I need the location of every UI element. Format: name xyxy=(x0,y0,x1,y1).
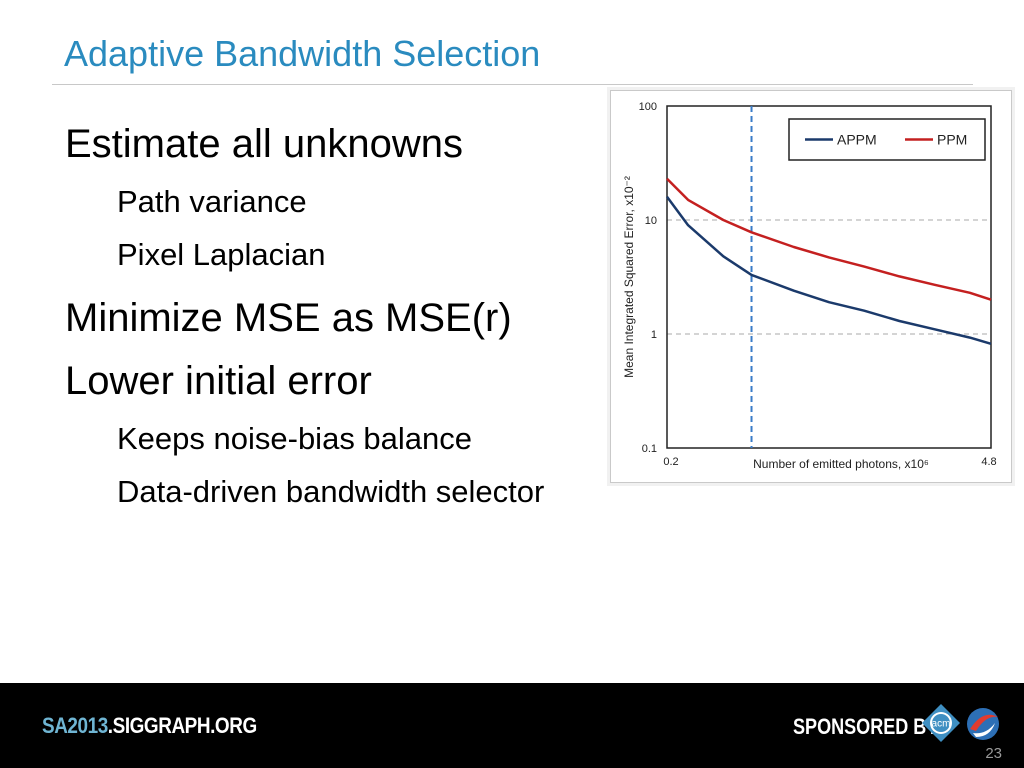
series-line-appm xyxy=(665,195,992,345)
legend-label: APPM xyxy=(837,132,877,148)
bullet-item: Path variance xyxy=(117,184,307,219)
mise-chart: 100 10 1 0.1 0.2 4.8 Number of emitted photons… xyxy=(622,101,997,471)
site-domain: .SIGGRAPH.ORG xyxy=(107,713,257,738)
site-prefix: SA2013 xyxy=(42,713,108,738)
bullet-item: Minimize MSE as MSE(r) xyxy=(65,296,512,340)
plot-frame xyxy=(666,105,992,449)
slide-title: Adaptive Bandwidth Selection xyxy=(64,33,541,74)
y-tick-label: 1 xyxy=(651,329,657,341)
y-tick-label: 0.1 xyxy=(642,443,657,455)
y-tick-label: 10 xyxy=(645,215,657,227)
x-tick-label: 4.8 xyxy=(981,456,996,468)
bullet-item: Estimate all unknowns xyxy=(65,122,463,166)
y-tick-label: 100 xyxy=(639,101,657,113)
bullet-item: Pixel Laplacian xyxy=(117,237,326,272)
conference-site: SA2013.SIGGRAPH.ORG xyxy=(42,713,257,739)
series-line-ppm xyxy=(666,177,992,301)
title-divider xyxy=(52,84,973,85)
page-number: 23 xyxy=(985,745,1002,762)
bullet-item: Data-driven bandwidth selector xyxy=(117,474,545,509)
legend-label: PPM xyxy=(937,132,967,148)
sponsor-swirl-logo-icon xyxy=(967,708,999,740)
bullet-item: Keeps noise-bias balance xyxy=(117,421,473,456)
acm-logo-text: acm xyxy=(932,719,951,730)
x-axis-label: Number of emitted photons, x10⁶ xyxy=(753,457,929,471)
chart-frame: 100 10 1 0.1 0.2 4.8 Number of emitted photons… xyxy=(610,90,1012,483)
footer-bar: SA2013.SIGGRAPH.ORG SPONSORED BY acm 23 xyxy=(0,683,1024,768)
sponsored-by-label: SPONSORED BY xyxy=(793,714,939,739)
bullet-item: Lower initial error xyxy=(65,359,372,403)
acm-logo-icon: acm xyxy=(922,704,960,742)
y-axis-label: Mean Integrated Squared Error, x10⁻² xyxy=(622,176,636,378)
x-tick-label: 0.2 xyxy=(663,456,678,468)
